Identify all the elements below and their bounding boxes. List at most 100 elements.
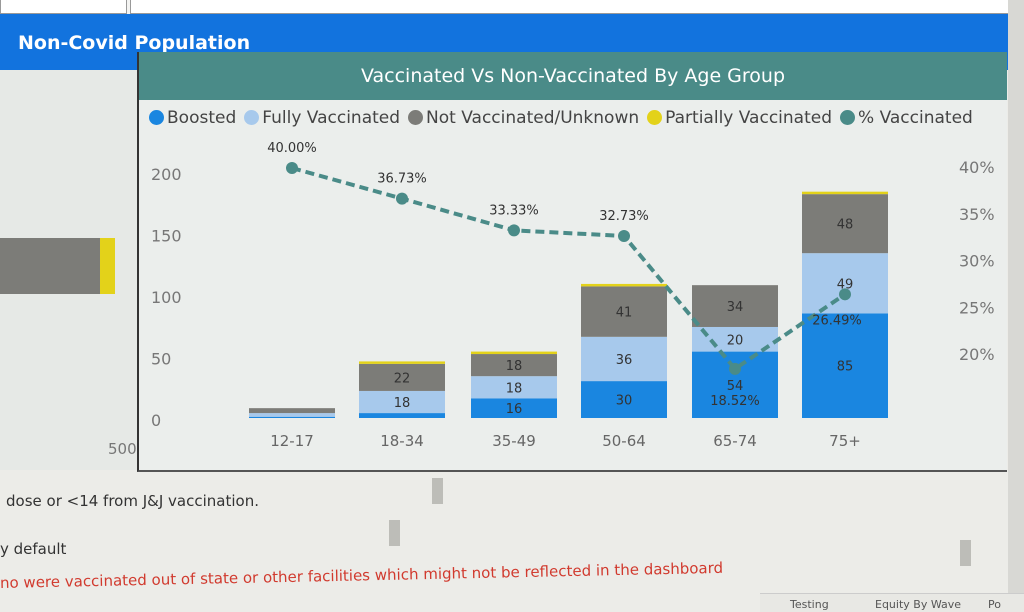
bar-segment: [359, 390, 445, 414]
legend-dot-icon: [647, 110, 663, 125]
legend-label: Not Vaccinated/Unknown: [426, 108, 640, 128]
bar-segment: [581, 336, 667, 382]
bar-segment: [471, 376, 557, 399]
chart-title: Vaccinated Vs Non-Vaccinated By Age Grou…: [139, 52, 1007, 100]
y-left-tick: 100: [151, 288, 182, 307]
y-left-tick: 50: [151, 350, 171, 369]
bar-segment: [692, 351, 778, 418]
bar-segment: [471, 398, 557, 418]
legend-dot-icon: [408, 110, 424, 125]
bar-data-label: 41: [616, 306, 633, 321]
bar-segment: [802, 191, 888, 195]
bar-data-label: 22: [394, 371, 411, 386]
note-3: no were vaccinated out of state or other…: [0, 558, 724, 592]
bar-segment: [249, 408, 335, 414]
section-title: Non-Covid Population: [18, 32, 251, 54]
chart-legend: Boosted Fully Vaccinated Not Vaccinated/Un…: [149, 108, 973, 128]
left-axis-label: 500: [108, 440, 137, 458]
bar-segment: [802, 313, 888, 418]
left-bar-partial: [100, 238, 115, 294]
bar-segment: [359, 361, 445, 364]
legend-dot-icon: [244, 110, 260, 125]
scroll-handle[interactable]: [432, 478, 443, 504]
y-right-tick: 40%: [959, 158, 995, 177]
scroll-handle[interactable]: [960, 540, 971, 566]
y-left-tick: 150: [151, 227, 182, 246]
bar-segment: [802, 253, 888, 314]
bar-data-label: 20: [727, 333, 744, 348]
pct-vaccinated-point: [839, 288, 851, 301]
pct-vaccinated-line: [291, 166, 847, 372]
bar-data-label: 18: [394, 396, 411, 411]
x-tick-label: 75+: [829, 432, 861, 450]
x-tick-label: 18-34: [380, 432, 424, 450]
bar-data-label: 34: [727, 300, 744, 315]
bar-data-label: 54: [727, 379, 744, 394]
note-2: y default: [0, 540, 67, 558]
note-1: dose or <14 from J&J vaccination.: [6, 492, 259, 510]
y-right-tick: 20%: [959, 345, 995, 364]
legend-label: % Vaccinated: [858, 108, 973, 128]
bar-segment: [249, 413, 335, 417]
y-left-tick: 0: [151, 411, 161, 430]
legend-label: Boosted: [167, 108, 237, 128]
tab-testing[interactable]: Testing: [790, 598, 829, 611]
bar-segment: [359, 363, 445, 391]
bar-segment: [471, 351, 557, 355]
legend-label: Partially Vaccinated: [665, 108, 833, 128]
pct-vaccinated-point: [286, 162, 298, 174]
bar-data-label: 85: [837, 360, 854, 375]
legend-item[interactable]: Boosted: [149, 108, 236, 128]
bar-segment: [359, 413, 445, 418]
x-tick-label: 65-74: [713, 432, 757, 450]
y-right-tick: 25%: [959, 298, 995, 317]
pct-data-label: 36.73%: [377, 172, 427, 187]
x-tick-label: 12-17: [270, 432, 314, 450]
bar-segment: [581, 381, 667, 418]
top-tab[interactable]: [0, 0, 127, 14]
bar-segment: [581, 283, 667, 287]
pct-vaccinated-point: [396, 192, 408, 205]
legend-dot-icon: [149, 110, 164, 125]
bar-data-label: 18: [506, 381, 523, 396]
bar-segment: [802, 194, 888, 254]
top-tab[interactable]: [130, 0, 1012, 14]
top-strip: [0, 0, 1024, 14]
chart-panel: Vaccinated Vs Non-Vaccinated By Age Grou…: [137, 52, 1007, 472]
legend-item[interactable]: % Vaccinated: [840, 108, 973, 128]
screen-edge: [1008, 0, 1024, 611]
bar-segment: [471, 354, 557, 377]
tab-equity-by-wave[interactable]: Equity By Wave: [875, 598, 962, 611]
legend-item[interactable]: Partially Vaccinated: [647, 108, 832, 128]
legend-dot-icon: [840, 110, 856, 125]
bar-data-label: 16: [506, 402, 523, 417]
tab-po[interactable]: Po: [988, 598, 1001, 611]
pct-vaccinated-point: [508, 224, 520, 237]
chart-plot: 0 50 100 150 200 20% 25% 30% 35% 40% 12-17 18 22 18-3…: [151, 141, 995, 450]
pct-data-label: 26.49%: [812, 313, 862, 328]
bar-data-label: 36: [616, 353, 633, 368]
left-bar: [0, 238, 100, 294]
pct-data-label: 32.73%: [599, 209, 649, 224]
bar-data-label: 30: [616, 394, 633, 409]
pct-vaccinated-point: [729, 362, 741, 375]
pct-data-label: 18.52%: [710, 394, 760, 409]
bar-data-label: 49: [837, 277, 854, 292]
y-right-tick: 35%: [959, 205, 995, 224]
x-tick-label: 35-49: [492, 432, 536, 450]
bar-segment: [581, 286, 667, 337]
pct-data-label: 40.00%: [267, 141, 317, 156]
left-chart-panel: 500: [0, 70, 137, 470]
bar-segment: [249, 416, 335, 418]
page-tabs: Testing Equity By Wave Po: [760, 593, 1024, 612]
legend-item[interactable]: Fully Vaccinated: [244, 108, 400, 128]
bar-data-label: 18: [506, 359, 523, 374]
pct-vaccinated-point: [618, 229, 630, 242]
y-left-tick: 200: [151, 165, 182, 184]
pct-data-label: 33.33%: [489, 203, 539, 218]
x-tick-label: 50-64: [602, 432, 646, 450]
legend-label: Fully Vaccinated: [262, 108, 401, 128]
bar-segment: [692, 285, 778, 327]
legend-item[interactable]: Not Vaccinated/Unknown: [408, 108, 639, 128]
scroll-handle[interactable]: [389, 520, 400, 546]
